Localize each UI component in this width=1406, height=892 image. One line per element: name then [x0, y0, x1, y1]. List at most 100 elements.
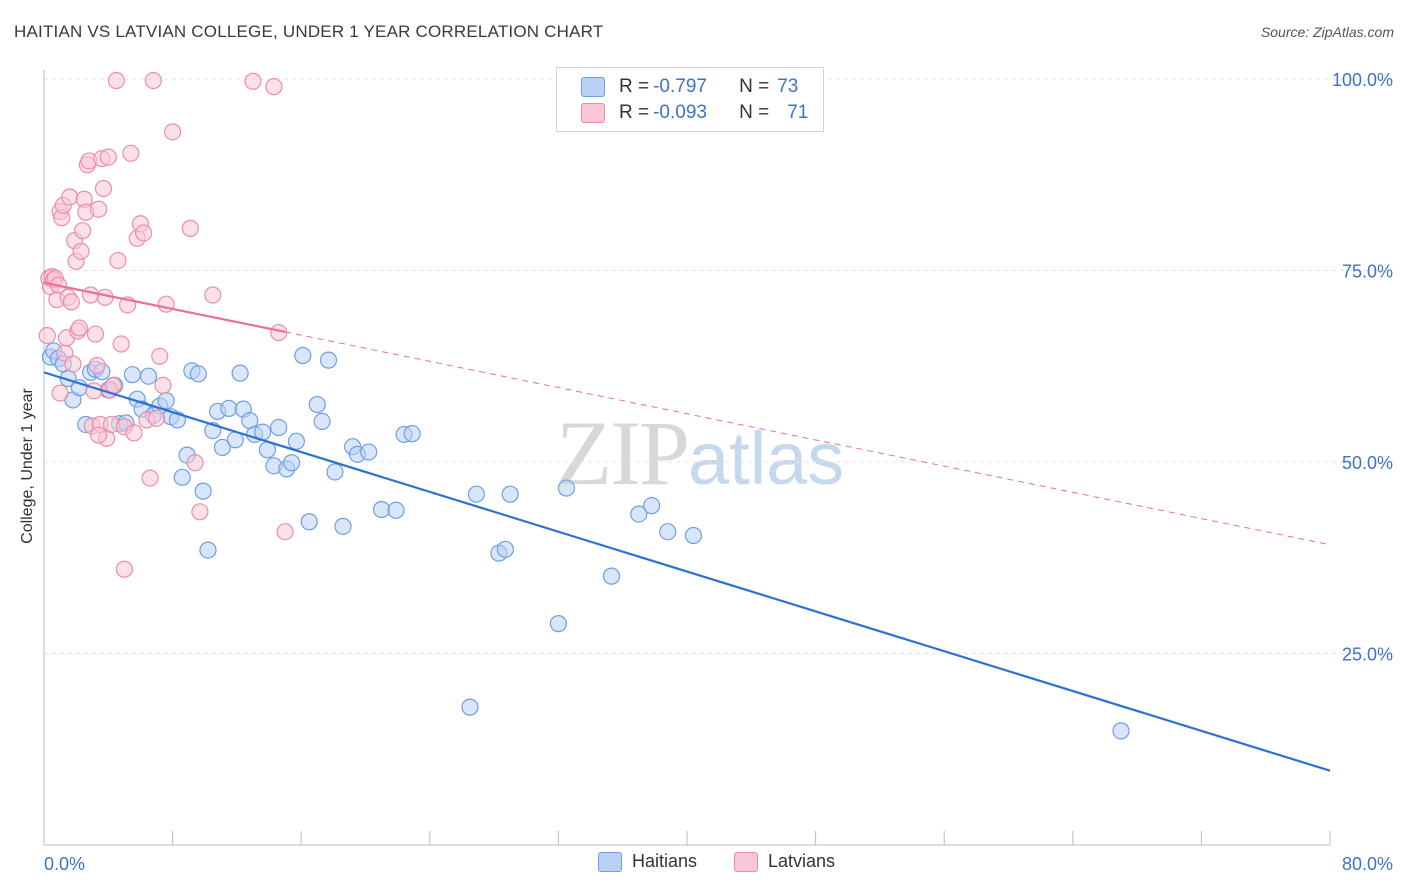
latvian-point [51, 384, 69, 402]
x-tick-label: 0.0% [44, 854, 85, 874]
haitian-point [213, 438, 232, 457]
haitian-point [157, 392, 175, 410]
haitians-legend-swatch [598, 851, 622, 872]
latvian-point [88, 356, 106, 375]
haitian-point [496, 540, 514, 558]
legend-n-label: N = [739, 102, 770, 123]
latvian-point [122, 144, 140, 162]
latvian-point [90, 200, 108, 218]
latvian-point [90, 426, 108, 444]
haitian-point [199, 541, 217, 559]
y-tick-label: 50.0% [1342, 453, 1393, 473]
y-axis-label: College, Under 1 year [19, 388, 36, 544]
latvian-point [125, 424, 143, 442]
haitian-point [501, 485, 519, 503]
latvian-point [94, 179, 113, 198]
latvians-trend-line [43, 281, 286, 333]
latvian-point [86, 325, 105, 343]
haitian-point [467, 485, 486, 503]
watermark-atlas: atlas [688, 417, 845, 500]
latvian-point [141, 469, 159, 487]
latvian-point [135, 224, 153, 242]
latvian-point [64, 355, 82, 373]
legend-r-value-latvians: -0.093 [653, 102, 707, 123]
latvian-point [112, 335, 130, 353]
haitian-point [194, 482, 212, 500]
haitian-point [557, 479, 576, 497]
haitians-trend-line [43, 371, 1331, 772]
haitian-point [123, 366, 142, 384]
haitian-point [287, 432, 305, 450]
haitian-point [334, 517, 352, 535]
haitians-legend-label: Haitians [632, 851, 698, 871]
latvian-point [151, 347, 169, 365]
latvian-point [191, 503, 209, 521]
latvian-point [73, 222, 92, 240]
haitian-point [602, 567, 621, 585]
latvian-point [144, 71, 162, 90]
x-tick-label: 80.0% [1342, 854, 1393, 874]
haitian-point [630, 505, 648, 523]
latvian-point [186, 454, 204, 472]
haitian-point [282, 454, 301, 472]
haitian-point [659, 523, 677, 541]
haitian-point [643, 497, 661, 515]
haitian-point [1112, 722, 1130, 740]
latvian-point [82, 286, 100, 304]
legend-r-value-haitians: -0.797 [653, 76, 707, 97]
latvians-trend-line-extension [285, 331, 1331, 546]
latvian-point [107, 71, 125, 90]
haitian-point [372, 500, 391, 519]
latvian-point [62, 293, 80, 311]
haitian-point [270, 418, 288, 437]
y-tick-label: 100.0% [1332, 70, 1393, 90]
latvian-point [244, 72, 262, 90]
latvian-point [276, 523, 294, 541]
y-tick-label: 25.0% [1342, 645, 1393, 665]
latvian-point [115, 560, 133, 578]
latvian-point [164, 123, 182, 141]
legend-n-value-haitians: 73 [777, 76, 799, 97]
haitian-point [189, 365, 207, 383]
latvians-legend-swatch [734, 851, 758, 872]
latvians-legend-label: Latvians [768, 851, 836, 871]
legend-row-haitians: R = -0.797 N = 73 [581, 75, 798, 99]
latvian-point [154, 376, 172, 394]
latvian-point [99, 148, 117, 166]
latvian-point [181, 219, 199, 237]
latvians-swatch [581, 103, 605, 123]
haitian-point [326, 463, 344, 481]
legend-r-label: R = [619, 76, 650, 97]
source-label: Source: ZipAtlas.com [1260, 24, 1394, 40]
haitian-point [360, 443, 378, 461]
haitian-point [684, 526, 703, 545]
legend-r-label: R = [619, 102, 650, 123]
haitian-point [300, 513, 318, 531]
haitian-point [231, 364, 249, 382]
latvian-point [72, 242, 90, 260]
haitian-point [403, 425, 421, 443]
bottom-legend-haitians: Haitians [598, 851, 697, 872]
haitian-point [461, 698, 479, 716]
y-tick-label: 75.0% [1342, 262, 1393, 282]
legend-n-value-latvians: 71 [787, 102, 809, 123]
latvian-point [147, 409, 166, 427]
latvian-point [70, 319, 88, 337]
haitian-point [294, 346, 312, 365]
haitian-point [308, 395, 326, 414]
latvian-point [265, 78, 283, 96]
bottom-legend-latvians: Latvians [734, 851, 835, 872]
legend-row-latvians: R = -0.093 N = 71 [581, 101, 808, 125]
legend-n-label: N = [739, 76, 770, 97]
haitian-point [387, 501, 405, 519]
haitian-point [313, 412, 331, 431]
chart-title: HAITIAN VS LATVIAN COLLEGE, UNDER 1 YEAR… [14, 22, 604, 41]
latvian-point [61, 188, 79, 206]
haitian-point [173, 468, 191, 486]
latvian-point [38, 327, 56, 345]
watermark: ZIPatlas [556, 400, 844, 506]
haitian-point [319, 351, 338, 369]
latvian-point [109, 251, 127, 270]
haitians-swatch [581, 77, 605, 97]
